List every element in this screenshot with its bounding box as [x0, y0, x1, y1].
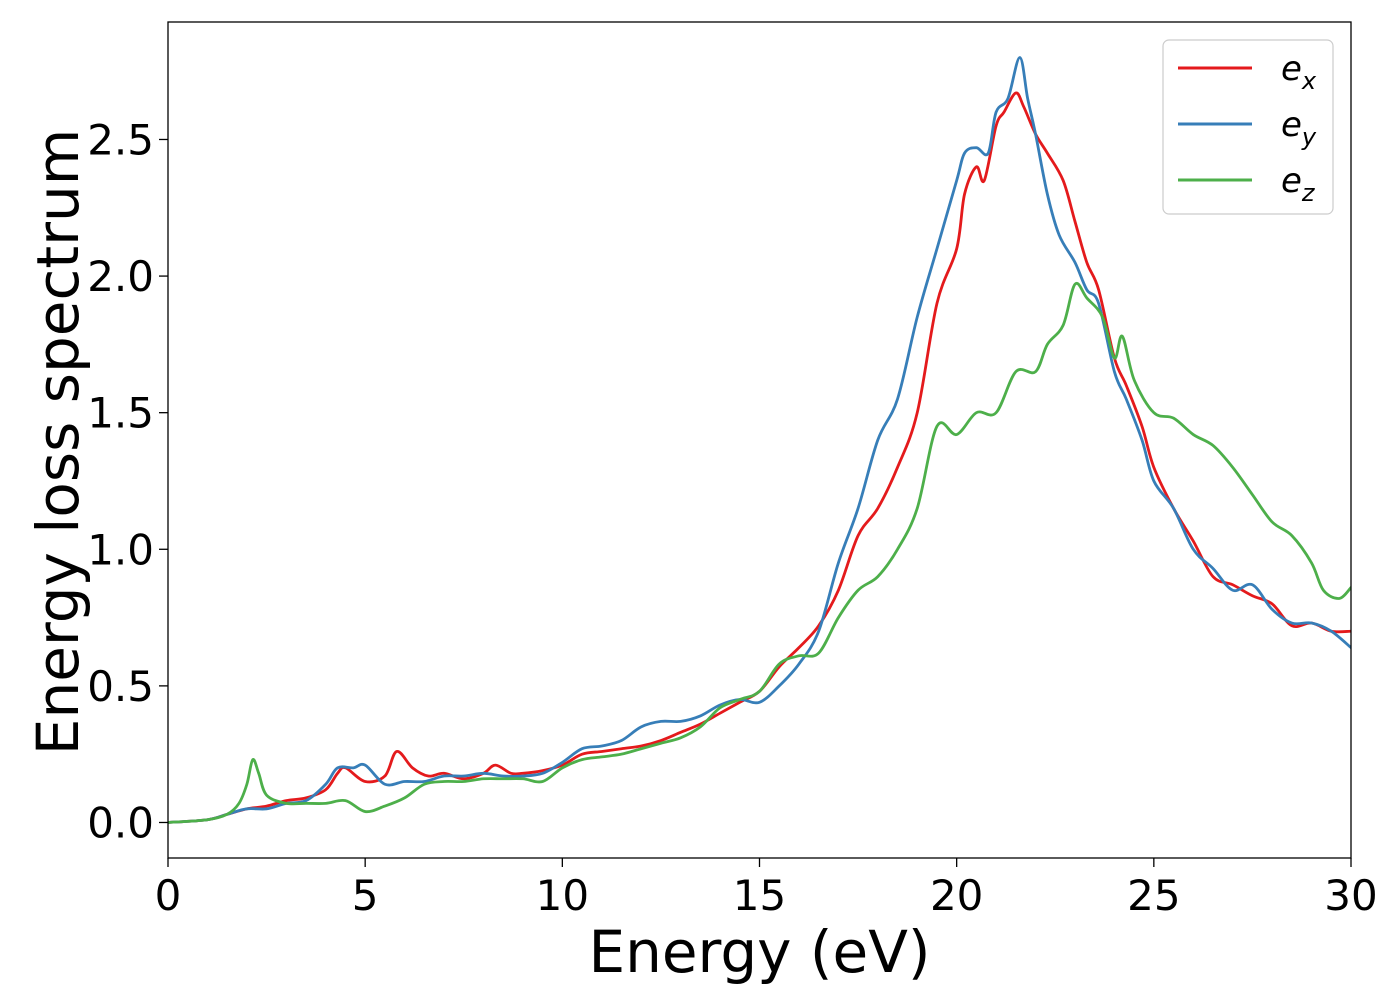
x-tick-label: 15: [733, 871, 786, 920]
y-axis-ticks: 0.0 0.5 1.0 1.5 2.0 2.5: [87, 115, 168, 847]
y-tick-label: 0.0: [87, 798, 154, 847]
legend-label-base: e: [1281, 161, 1302, 201]
x-tick-label: 10: [536, 871, 589, 920]
legend-label-subscript: y: [1301, 123, 1317, 151]
x-tick-label: 30: [1324, 871, 1377, 920]
x-tick-label: 0: [155, 871, 182, 920]
y-axis-title: Energy loss spectrum: [24, 129, 92, 755]
legend-label-base: e: [1281, 49, 1302, 89]
y-tick-label: 2.5: [87, 115, 154, 164]
legend-label-subscript: z: [1301, 179, 1316, 207]
y-tick-label: 0.5: [87, 662, 154, 711]
series-line-ez: [168, 283, 1351, 822]
y-tick-label: 1.5: [87, 389, 154, 438]
y-tick-label: 2.0: [87, 252, 154, 301]
x-axis-ticks: 0 5 10 15 20 25 30: [155, 858, 1378, 920]
legend-label-subscript: x: [1301, 67, 1317, 95]
x-tick-label: 25: [1127, 871, 1180, 920]
x-tick-label: 5: [352, 871, 379, 920]
y-tick-label: 1.0: [87, 525, 154, 574]
x-axis-title: Energy (eV): [588, 918, 930, 986]
legend-label-base: e: [1281, 105, 1302, 145]
x-tick-label: 20: [930, 871, 983, 920]
